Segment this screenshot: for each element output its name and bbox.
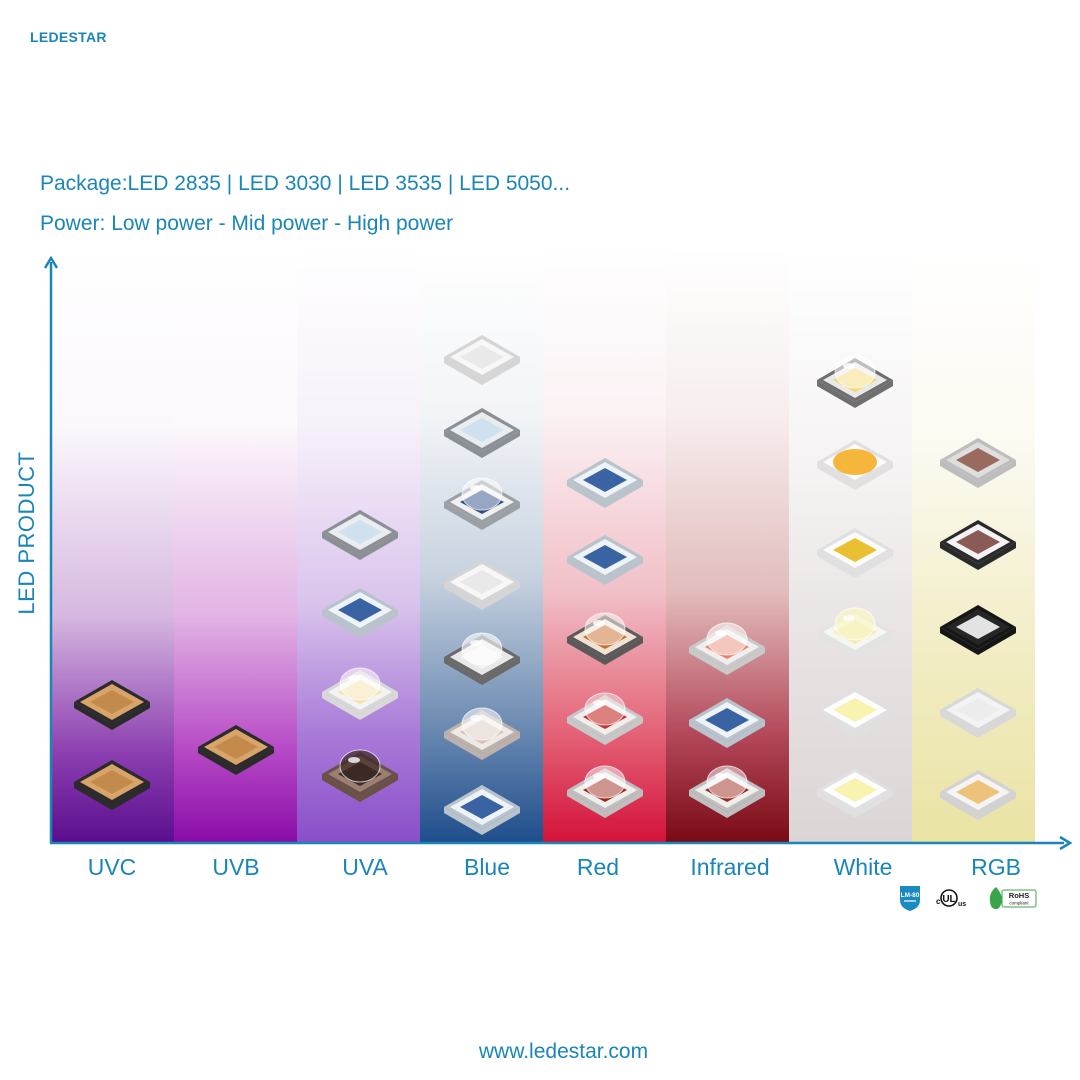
led-package-uva-4: [322, 749, 398, 802]
led-package-blue-2: [444, 408, 520, 458]
svg-text:RoHS: RoHS: [1009, 891, 1029, 900]
led-package-uva-2: [322, 588, 398, 638]
svg-text:LM-80: LM-80: [901, 892, 920, 899]
led-package-rgb-3: [940, 605, 1016, 655]
led-package-red-2: [567, 535, 643, 585]
led-package-rgb-2: [940, 520, 1016, 570]
led-package-blue-5: [444, 632, 520, 685]
category-label-blue: Blue: [463, 854, 511, 880]
led-package-white-3: [817, 528, 893, 578]
rohs-compliant-icon: RoHS compliant: [989, 887, 1037, 910]
led-package-infrared-2: [689, 698, 765, 748]
led-package-uvb-1: [198, 725, 274, 775]
category-label-uvc: UVC: [87, 854, 137, 880]
led-package-blue-1: [444, 335, 520, 385]
led-package-white-2: [817, 440, 893, 490]
led-package-rgb-1: [940, 438, 1016, 488]
led-package-uva-3: [322, 667, 398, 720]
certification-badges: LM-80 c UL us RoHS compliant: [900, 886, 1037, 911]
y-axis-label: LED PRODUCT: [14, 451, 39, 615]
category-label-rgb: RGB: [971, 854, 1021, 880]
category-label-white: White: [833, 854, 893, 880]
led-package-rgb-4: [940, 688, 1016, 738]
led-package-blue-3: [444, 477, 520, 530]
category-label-uva: UVA: [342, 854, 388, 880]
led-package-infrared-1: [689, 622, 765, 675]
lm80-badge-icon: LM-80: [900, 886, 920, 911]
category-label-infrared: Infrared: [690, 854, 770, 880]
column-uvc: [52, 248, 174, 842]
y-axis-arrow: [43, 255, 59, 269]
led-package-blue-6: [444, 707, 520, 760]
svg-text:UL: UL: [942, 894, 955, 905]
svg-text:us: us: [958, 901, 966, 908]
led-package-infrared-3: [689, 765, 765, 818]
led-package-white-6: [817, 768, 893, 818]
led-package-red-5: [567, 765, 643, 818]
svg-text:compliant: compliant: [1009, 901, 1029, 906]
ul-listed-icon: c UL us: [936, 889, 966, 908]
led-package-rgb-5: [940, 770, 1016, 820]
led-package-uva-1: [322, 510, 398, 560]
package-line: Package:LED 2835 | LED 3030 | LED 3535 |…: [40, 172, 571, 195]
led-package-blue-7: [444, 785, 520, 835]
led-package-uvc-1: [74, 680, 150, 730]
led-package-white-4: [817, 607, 893, 660]
led-package-white-1: [817, 355, 893, 408]
led-package-white-5: [817, 688, 893, 738]
website-url[interactable]: www.ledestar.com: [478, 1040, 649, 1063]
svg-text:c: c: [936, 897, 941, 906]
brand-logo: LEDESTAR: [30, 29, 107, 45]
led-package-red-1: [567, 458, 643, 508]
led-package-red-3: [567, 612, 643, 665]
x-axis-arrow: [1059, 835, 1073, 851]
led-package-uvc-2: [74, 760, 150, 810]
led-package-blue-4: [444, 560, 520, 610]
led-package-red-4: [567, 692, 643, 745]
category-label-red: Red: [576, 854, 620, 880]
power-line: Power: Low power - Mid power - High powe…: [40, 212, 454, 235]
category-label-uvb: UVB: [212, 854, 260, 880]
